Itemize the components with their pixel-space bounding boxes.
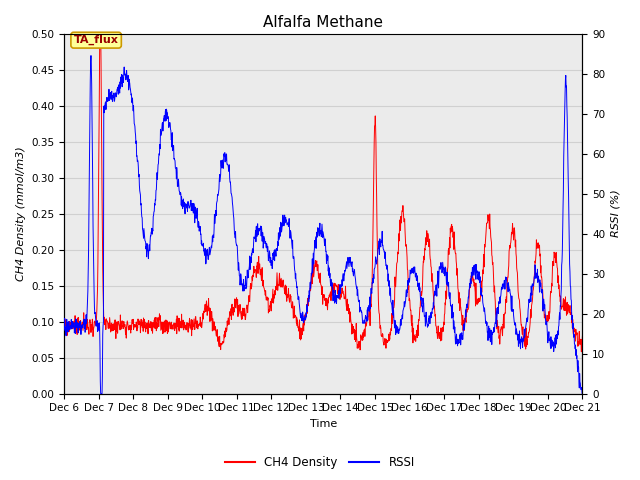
Y-axis label: CH4 Density (mmol/m3): CH4 Density (mmol/m3) [15, 146, 26, 281]
Title: Alfalfa Methane: Alfalfa Methane [263, 15, 383, 30]
X-axis label: Time: Time [310, 419, 337, 429]
Text: TA_flux: TA_flux [74, 35, 118, 45]
Legend: CH4 Density, RSSI: CH4 Density, RSSI [221, 452, 419, 474]
Y-axis label: RSSI (%): RSSI (%) [611, 190, 621, 238]
